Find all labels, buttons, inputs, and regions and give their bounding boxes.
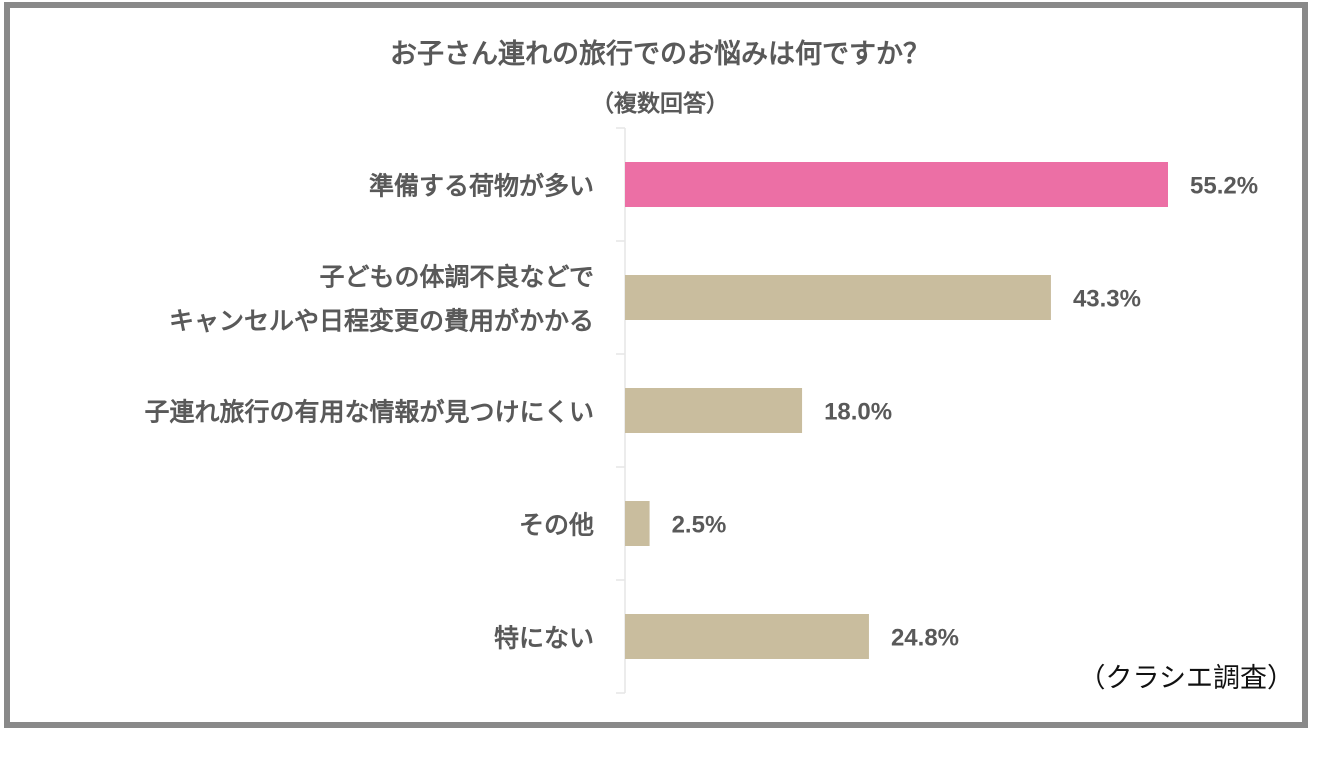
bar-2 bbox=[625, 275, 1051, 320]
category-label: その他 bbox=[519, 511, 594, 540]
source-note: （クラシエ調査） bbox=[1078, 663, 1294, 694]
category-label: 子連れ旅行の有用な情報が見つけにくい bbox=[144, 398, 594, 427]
value-label: 55.2% bbox=[1190, 173, 1258, 200]
value-label: 18.0% bbox=[824, 399, 892, 426]
value-label: 24.8% bbox=[891, 625, 959, 652]
category-label: 準備する荷物が多い bbox=[369, 172, 594, 201]
bar-3 bbox=[625, 388, 803, 433]
chart-subtitle: （複数回答） bbox=[591, 91, 729, 117]
chart-title: お子さん連れの旅行でのお悩みは何ですか？ bbox=[390, 39, 930, 70]
bar-5 bbox=[625, 614, 869, 659]
category-label: 子どもの体調不良などで bbox=[319, 263, 594, 292]
category-label: 特にない bbox=[494, 624, 594, 653]
bar-1 bbox=[625, 162, 1168, 207]
value-label: 43.3% bbox=[1073, 286, 1141, 313]
chart-frame bbox=[4, 2, 1308, 728]
bar-4 bbox=[625, 501, 650, 546]
category-label: キャンセルや日程変更の費用がかかる bbox=[169, 307, 594, 336]
value-label: 2.5% bbox=[672, 512, 727, 539]
